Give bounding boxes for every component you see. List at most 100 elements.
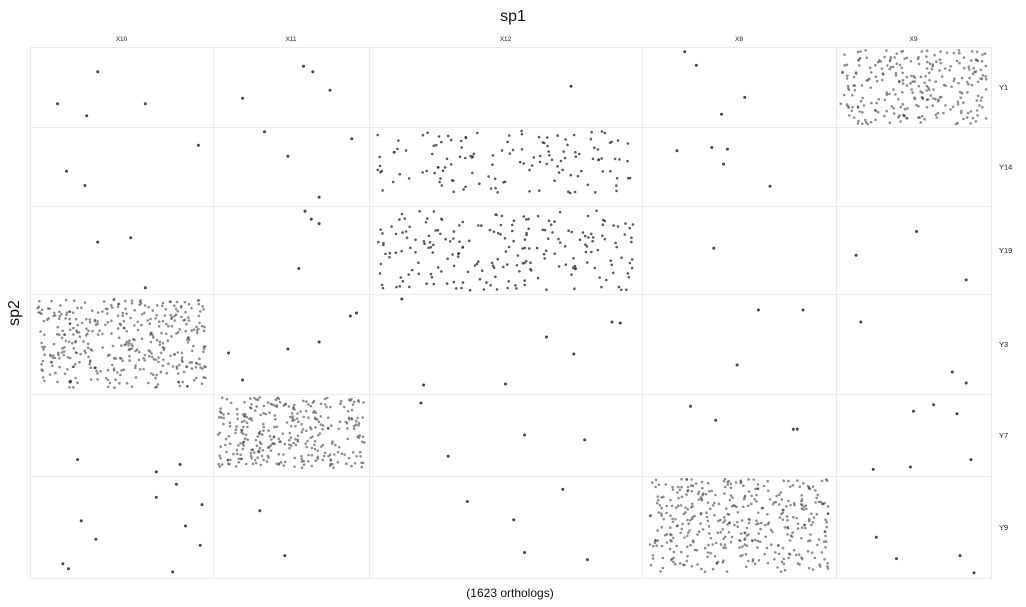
data-point — [960, 111, 963, 115]
data-point — [310, 446, 314, 450]
data-point — [940, 75, 944, 78]
data-point — [581, 231, 585, 234]
data-point — [651, 554, 655, 557]
data-point — [457, 252, 461, 255]
data-point — [275, 425, 279, 429]
data-point — [700, 497, 703, 501]
data-point — [116, 327, 120, 330]
data-point — [293, 456, 297, 460]
data-point — [86, 342, 90, 346]
data-point — [168, 300, 172, 303]
data-point — [66, 567, 70, 571]
data-point — [725, 147, 729, 151]
data-point — [701, 486, 704, 490]
data-point — [65, 313, 68, 317]
data-point — [911, 91, 914, 94]
data-point — [755, 519, 758, 522]
data-point — [747, 521, 751, 525]
data-point — [473, 264, 477, 267]
data-point — [241, 440, 245, 444]
data-point — [185, 384, 189, 388]
data-point — [960, 109, 963, 113]
data-point — [72, 347, 76, 350]
data-point — [548, 154, 551, 157]
data-point — [729, 494, 733, 497]
data-point — [143, 102, 147, 106]
data-point — [610, 263, 614, 267]
data-point — [766, 513, 769, 516]
data-point — [857, 59, 860, 62]
data-point — [37, 311, 40, 314]
data-point — [130, 302, 134, 305]
data-point — [756, 546, 759, 549]
data-point — [751, 558, 755, 561]
data-point — [57, 333, 61, 336]
data-point — [895, 62, 899, 65]
data-point — [791, 484, 795, 487]
data-point — [224, 443, 227, 447]
data-point — [134, 366, 137, 370]
data-point — [874, 118, 877, 122]
data-point — [448, 240, 452, 243]
data-point — [811, 568, 815, 571]
data-point — [563, 245, 567, 248]
data-point — [557, 171, 561, 174]
data-point — [892, 88, 895, 91]
data-point — [261, 433, 264, 436]
data-point — [787, 552, 791, 555]
data-point — [130, 385, 134, 389]
data-point — [52, 314, 55, 318]
data-point — [787, 479, 790, 483]
data-point — [699, 522, 702, 525]
data-point — [334, 443, 337, 447]
data-point — [858, 110, 861, 113]
data-point — [766, 479, 769, 483]
data-point — [296, 434, 300, 438]
data-point — [719, 543, 723, 546]
data-point — [96, 333, 100, 336]
data-point — [190, 329, 193, 332]
data-point — [960, 76, 964, 80]
data-point — [594, 191, 597, 194]
data-point — [574, 155, 578, 158]
data-point — [68, 317, 71, 321]
data-point — [480, 269, 484, 272]
data-point — [819, 500, 823, 504]
data-point — [654, 478, 658, 482]
data-point — [785, 504, 788, 508]
row-label-Y9: Y9 — [999, 523, 1008, 532]
data-point — [200, 382, 204, 385]
data-point — [900, 50, 903, 53]
data-point — [331, 462, 334, 466]
data-point — [436, 266, 440, 269]
data-point — [512, 518, 516, 522]
data-point — [790, 535, 794, 538]
data-point — [861, 122, 864, 126]
data-point — [490, 261, 494, 265]
data-point — [871, 467, 875, 471]
data-point — [609, 259, 612, 263]
data-point — [178, 363, 181, 367]
data-point — [134, 349, 137, 353]
data-point — [314, 426, 317, 429]
data-point — [584, 243, 587, 246]
data-point — [313, 443, 316, 447]
data-point — [807, 519, 811, 523]
data-point — [434, 229, 438, 232]
data-point — [169, 354, 172, 358]
data-point — [449, 138, 453, 142]
data-point — [165, 371, 169, 375]
data-point — [293, 465, 296, 469]
data-point — [256, 398, 260, 402]
data-point — [87, 355, 90, 359]
data-point — [202, 347, 206, 351]
data-point — [895, 557, 898, 561]
data-point — [319, 423, 323, 426]
data-point — [894, 71, 898, 75]
data-point — [239, 453, 242, 457]
data-point — [400, 249, 404, 253]
data-point — [56, 380, 59, 384]
data-point — [717, 519, 720, 523]
data-point — [314, 418, 317, 421]
data-point — [701, 528, 705, 531]
